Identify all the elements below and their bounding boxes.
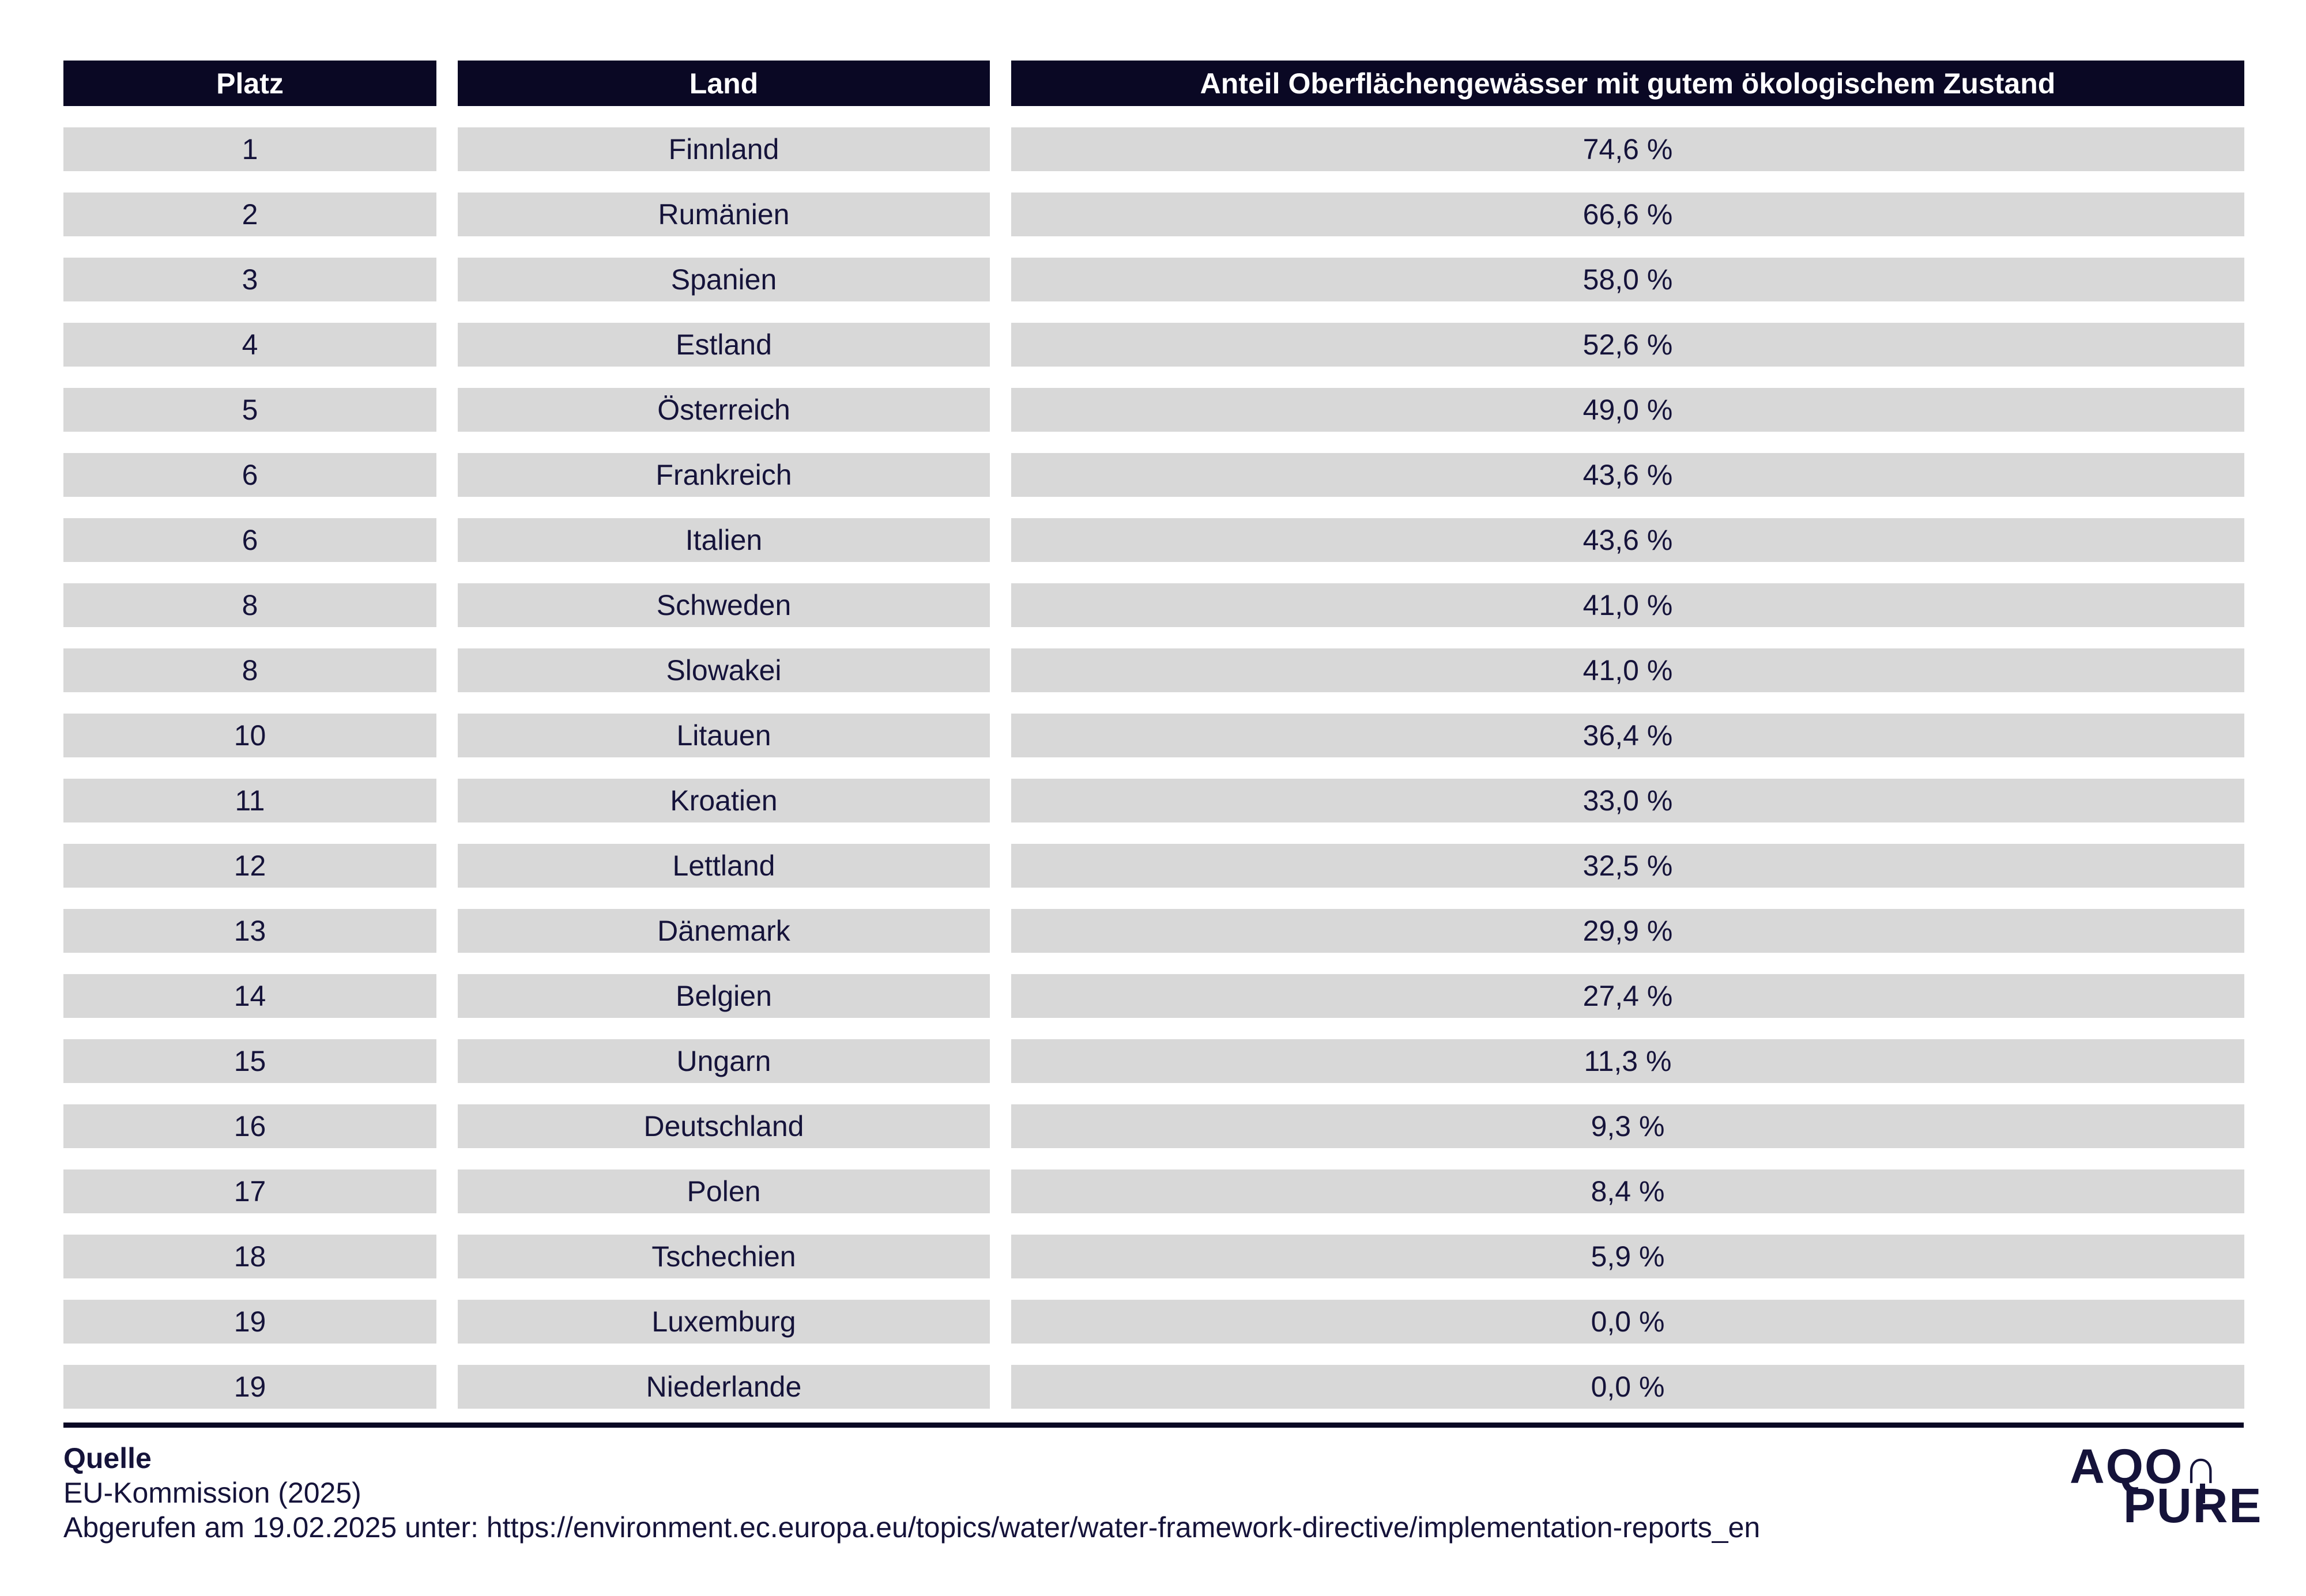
rank-cell: 1 (63, 127, 436, 171)
value-cell: 5,9 % (1011, 1235, 2244, 1278)
rank-cell: 16 (63, 1104, 436, 1148)
country-cell: Luxemburg (458, 1300, 990, 1344)
source-label: Quelle (63, 1442, 152, 1474)
value-cell: 58,0 % (1011, 258, 2244, 301)
value-cell: 52,6 % (1011, 323, 2244, 367)
ranking-table: Platz Land Anteil Oberflächengewässer mi… (63, 61, 2244, 1409)
value-cell: 11,3 % (1011, 1039, 2244, 1083)
rank-cell: 3 (63, 258, 436, 301)
country-cell: Italien (458, 518, 990, 562)
country-cell: Frankreich (458, 453, 990, 497)
logo-text-bottom: PURE (2123, 1478, 2263, 1533)
value-cell: 29,9 % (1011, 909, 2244, 953)
country-cell: Polen (458, 1169, 990, 1213)
country-cell: Niederlande (458, 1365, 990, 1409)
rank-cell: 14 (63, 974, 436, 1018)
column-header-anteil: Anteil Oberflächengewässer mit gutem öko… (1011, 61, 2244, 106)
value-cell: 32,5 % (1011, 844, 2244, 888)
country-cell: Rumänien (458, 193, 990, 236)
value-cell: 27,4 % (1011, 974, 2244, 1018)
value-cell: 36,4 % (1011, 714, 2244, 757)
rank-cell: 11 (63, 779, 436, 822)
country-cell: Dänemark (458, 909, 990, 953)
source-retrieved: Abgerufen am 19.02.2025 unter: https://e… (63, 1511, 1761, 1544)
country-cell: Finnland (458, 127, 990, 171)
value-cell: 0,0 % (1011, 1300, 2244, 1344)
country-cell: Tschechien (458, 1235, 990, 1278)
rank-cell: 6 (63, 453, 436, 497)
value-cell: 49,0 % (1011, 388, 2244, 432)
logo-text-top: AQO∩ (2070, 1439, 2220, 1493)
rank-cell: 19 (63, 1365, 436, 1409)
value-cell: 66,6 % (1011, 193, 2244, 236)
country-cell: Belgien (458, 974, 990, 1018)
rank-cell: 2 (63, 193, 436, 236)
value-cell: 43,6 % (1011, 453, 2244, 497)
rank-cell: 13 (63, 909, 436, 953)
country-cell: Lettland (458, 844, 990, 888)
value-cell: 33,0 % (1011, 779, 2244, 822)
country-cell: Litauen (458, 714, 990, 757)
column-header-land: Land (458, 61, 990, 106)
rank-cell: 17 (63, 1169, 436, 1213)
country-cell: Slowakei (458, 648, 990, 692)
source-name: EU-Kommission (2025) (63, 1477, 361, 1509)
value-cell: 0,0 % (1011, 1365, 2244, 1409)
column-header-platz: Platz (63, 61, 436, 106)
logo-connector-stroke (2200, 1484, 2205, 1503)
country-cell: Deutschland (458, 1104, 990, 1148)
country-cell: Österreich (458, 388, 990, 432)
rank-cell: 5 (63, 388, 436, 432)
footer-divider (63, 1423, 2244, 1428)
aqon-pure-logo: AQO∩ PURE (2070, 1439, 2263, 1533)
country-cell: Schweden (458, 583, 990, 627)
rank-cell: 12 (63, 844, 436, 888)
rank-cell: 8 (63, 583, 436, 627)
country-cell: Kroatien (458, 779, 990, 822)
value-cell: 74,6 % (1011, 127, 2244, 171)
rank-cell: 19 (63, 1300, 436, 1344)
source-block: Quelle EU-Kommission (2025) Abgerufen am… (63, 1441, 1760, 1545)
value-cell: 9,3 % (1011, 1104, 2244, 1148)
rank-cell: 10 (63, 714, 436, 757)
country-cell: Spanien (458, 258, 990, 301)
rank-cell: 6 (63, 518, 436, 562)
rank-cell: 15 (63, 1039, 436, 1083)
value-cell: 41,0 % (1011, 648, 2244, 692)
country-cell: Estland (458, 323, 990, 367)
rank-cell: 8 (63, 648, 436, 692)
value-cell: 43,6 % (1011, 518, 2244, 562)
value-cell: 41,0 % (1011, 583, 2244, 627)
value-cell: 8,4 % (1011, 1169, 2244, 1213)
rank-cell: 4 (63, 323, 436, 367)
rank-cell: 18 (63, 1235, 436, 1278)
country-cell: Ungarn (458, 1039, 990, 1083)
